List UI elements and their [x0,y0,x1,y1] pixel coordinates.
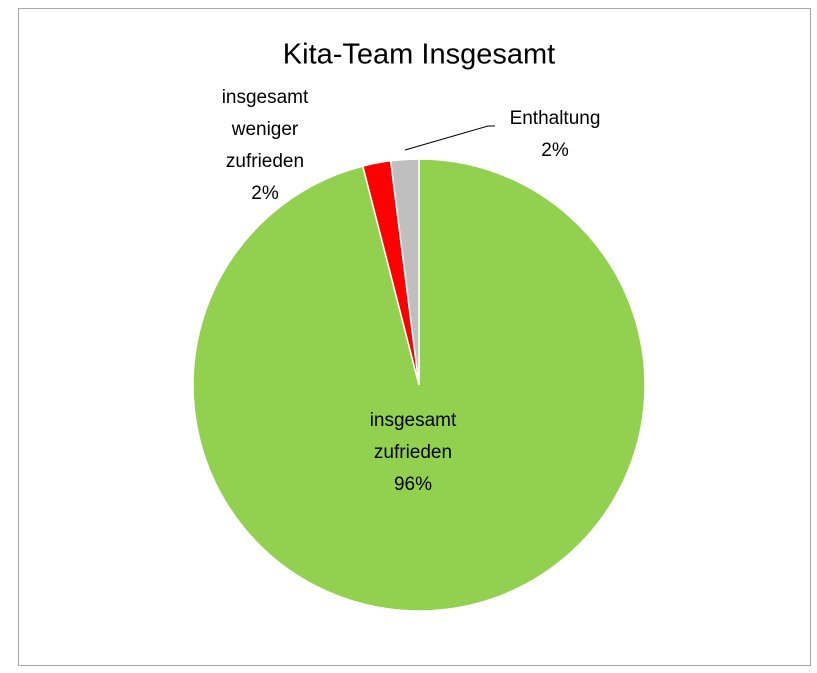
pie-slice [389,158,420,386]
category-label: insgesamt zufrieden [369,410,457,463]
value-label: 2% [251,183,279,204]
slice-label: insgesamt zufrieden 96% [348,405,478,501]
slice-label: Enthaltung 2% [495,103,615,167]
value-label: 2% [541,140,569,161]
value-label: 96% [393,474,433,495]
chart-title: Kita-Team Insgesamt [283,39,555,71]
slice-label: insgesamt weniger zufrieden 2% [205,82,325,210]
category-label: insgesamt weniger zufrieden [221,87,309,172]
category-label: Enthaltung [509,108,601,129]
leader-line [404,125,495,151]
